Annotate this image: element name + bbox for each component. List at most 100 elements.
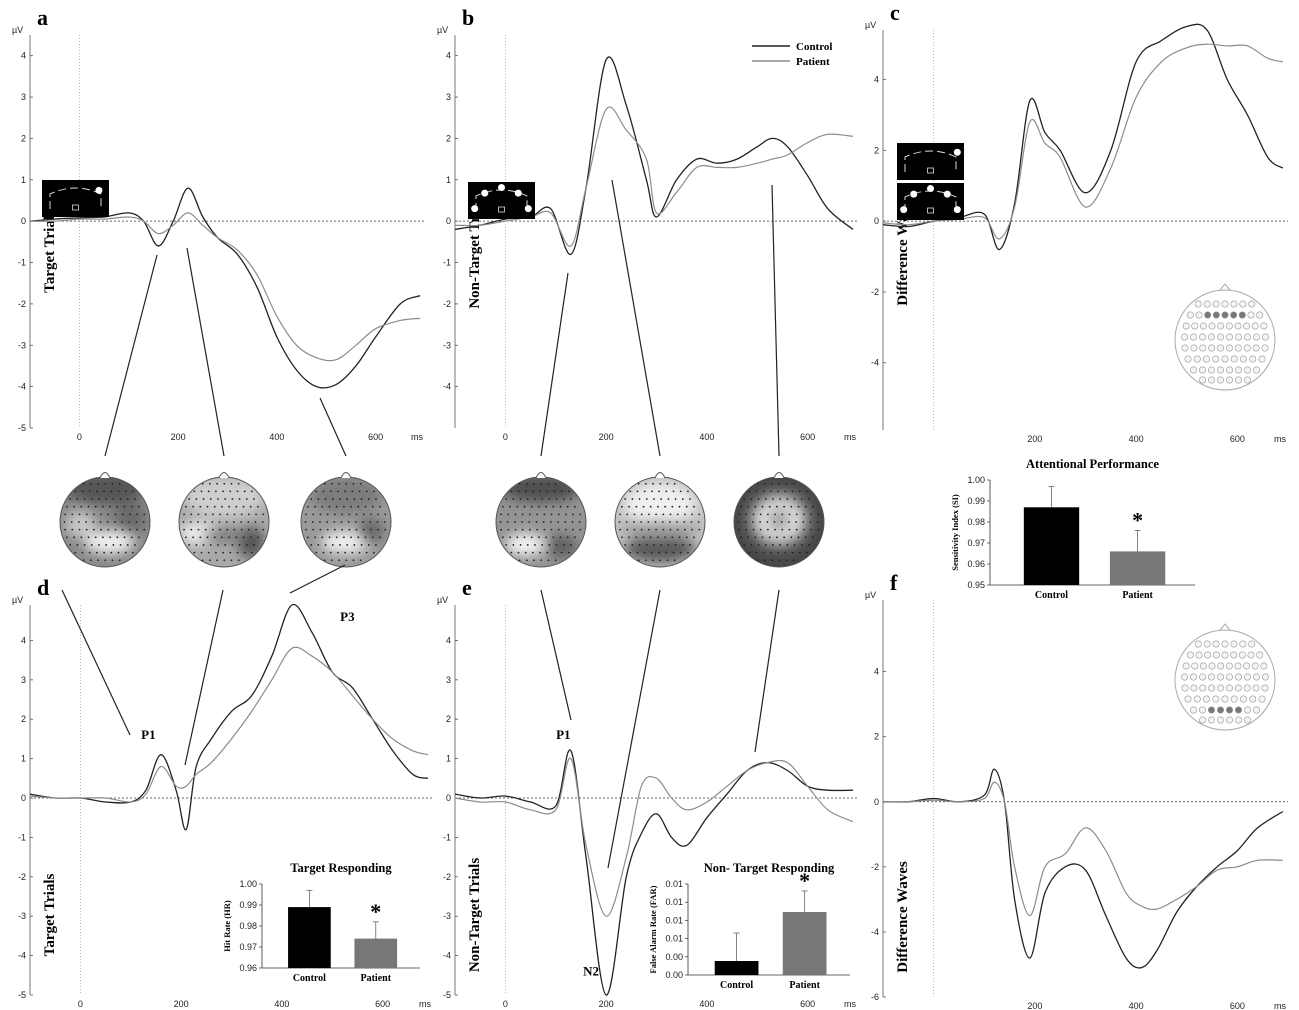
topo-electrode-dot — [358, 551, 361, 554]
topo-electrode-dot — [806, 551, 808, 554]
topo-electrode-dot — [502, 505, 504, 508]
topo-electrode-dot — [197, 528, 200, 531]
topo-region — [84, 531, 135, 554]
topo-electrode-dot — [759, 513, 762, 516]
topo-electrode-dot — [564, 528, 567, 531]
cap-electrode — [1212, 311, 1220, 319]
topo-electrode-dot — [337, 551, 339, 554]
topo-electrode-dot — [554, 559, 557, 562]
cap-electrode — [1194, 300, 1202, 308]
topo-electrode-dot — [367, 544, 370, 546]
topo-electrode-dot — [351, 490, 354, 493]
bar-y-tick-label: 0.97 — [967, 538, 985, 548]
topo-electrode-dot — [369, 528, 372, 531]
topo-electrode-dot — [539, 490, 542, 493]
y-tick-label: 1 — [21, 754, 26, 764]
topo-electrode-dot — [362, 521, 364, 523]
topo-electrode-dot — [138, 505, 140, 508]
x-unit-label: ms — [1274, 434, 1286, 444]
topo-electrode-dot — [644, 482, 647, 485]
topo-electrode-dot — [204, 513, 207, 516]
topo-electrode-dot — [525, 559, 528, 562]
cap-electrode — [1190, 344, 1198, 352]
topo-electrode-dot — [82, 482, 85, 485]
topo-electrode-dot — [119, 544, 122, 546]
cap-electrode — [1256, 311, 1264, 319]
cap-electrode — [1235, 376, 1243, 384]
topo-electrode-dot — [541, 544, 544, 546]
topo-electrode-dot — [683, 521, 686, 523]
topo-electrode-dot — [642, 536, 645, 539]
bar-y-tick-label: 0.99 — [239, 900, 257, 910]
topo-electrode-dot — [653, 498, 655, 500]
cap-electrode — [1208, 344, 1216, 352]
topo-electrode-dot — [104, 482, 107, 485]
topo-electrode-dot — [649, 505, 652, 508]
topo-electrode-dot — [759, 528, 762, 531]
topo-electrode-dot — [73, 505, 76, 508]
cap-electrode — [1225, 322, 1233, 330]
topo-electrode-dot — [505, 498, 508, 500]
topo-electrode-dot — [225, 521, 228, 523]
topo-electrode-dot — [307, 505, 309, 508]
topo-electrode-dot — [105, 544, 108, 546]
panel-label: b — [462, 5, 474, 30]
topo-electrode-dot — [118, 482, 121, 485]
topo-electrode-dot — [777, 551, 780, 554]
topo-electrode-dot — [521, 528, 524, 531]
topo-electrode-dot — [112, 498, 115, 500]
cap-electrode — [1234, 662, 1242, 670]
topo-electrode-dot — [231, 544, 234, 546]
topo-electrode-dot — [251, 551, 253, 554]
y-tick-label: -5 — [18, 423, 26, 433]
cap-electrode — [1230, 300, 1238, 308]
topo-electrode-dot — [800, 544, 803, 546]
topo-electrode-dot — [64, 513, 66, 516]
topo-electrode-dot — [761, 536, 764, 539]
bar-chart: 0.95 0.96 0.97 0.98 0.99 1.00 Control Patient * A… — [950, 457, 1195, 601]
topo-electrode-dot — [143, 528, 146, 531]
topo-electrode-dot — [797, 536, 800, 539]
topo-electrode-dot — [689, 498, 691, 500]
topo-blobs — [179, 477, 265, 558]
topo-electrode-dot — [134, 544, 136, 546]
cap-electrode — [1181, 684, 1189, 692]
topo-electrode-dot — [528, 513, 531, 516]
topo-electrode-dot — [517, 551, 520, 554]
cap-electrode — [1199, 716, 1207, 724]
topo-electrode-dot — [341, 528, 343, 531]
cap-electrode — [1252, 344, 1260, 352]
topo-electrode-dot — [136, 513, 138, 516]
topo-electrode-dot — [348, 513, 351, 516]
y-tick-label: 4 — [446, 635, 451, 645]
topo-electrode-dot — [559, 536, 562, 539]
topo-electrode-dot — [752, 513, 755, 516]
topo-electrode-dot — [185, 536, 187, 539]
montage-icon-b — [468, 182, 535, 219]
topo-electrode-dot — [82, 559, 85, 562]
cap-electrode — [1190, 684, 1198, 692]
topo-electrode-dot — [92, 528, 95, 531]
topo-electrode-dot — [510, 490, 513, 493]
topo-electrode-dot — [223, 559, 226, 562]
topo-electrode-dot — [310, 544, 313, 546]
series-line-control — [454, 56, 854, 255]
bar-y-axis-title: Sensitivity Index (SI) — [950, 494, 960, 571]
bar-y-tick-label: 0.01 — [665, 897, 683, 907]
topo-region — [201, 528, 247, 543]
topo-electrode-dot — [778, 559, 781, 562]
x-tick-label: 600 — [375, 999, 390, 1009]
topo-electrode-dot — [96, 551, 98, 554]
topo-nose — [535, 472, 547, 479]
montage-electrode — [953, 206, 961, 214]
topo-electrode-dot — [797, 505, 800, 508]
topo-electrode-dot — [138, 536, 140, 539]
montage-electrode — [953, 148, 961, 156]
cap-electrode — [1221, 311, 1229, 319]
topo-electrode-dot — [369, 513, 372, 516]
topo-electrode-dot — [102, 536, 104, 539]
topo-nose — [218, 472, 230, 479]
topo-electrode-dot — [99, 521, 102, 523]
topo-electrode-dot — [548, 544, 551, 546]
topo-electrode-dot — [816, 521, 819, 523]
